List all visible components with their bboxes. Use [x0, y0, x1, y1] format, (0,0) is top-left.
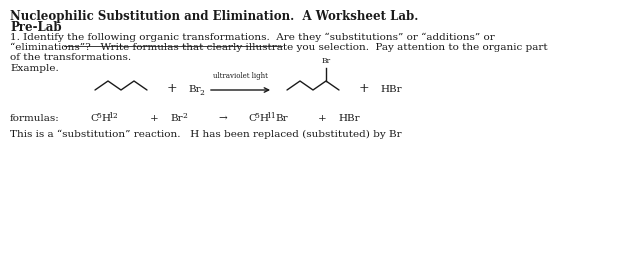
Text: H: H	[259, 114, 268, 123]
Text: +: +	[359, 83, 370, 96]
Text: H: H	[101, 114, 110, 123]
Text: 5: 5	[254, 112, 259, 120]
Text: 2: 2	[199, 89, 204, 97]
Text: This is a “substitution” reaction.   H has been replaced (substituted) by Br: This is a “substitution” reaction. H has…	[10, 130, 401, 139]
Text: +: +	[167, 83, 178, 96]
Text: Br: Br	[275, 114, 288, 123]
Text: →: →	[218, 114, 227, 123]
Text: ultraviolet light: ultraviolet light	[213, 72, 268, 80]
Text: HBr: HBr	[338, 114, 359, 123]
Text: 5: 5	[96, 112, 101, 120]
Text: C: C	[248, 114, 256, 123]
Text: “eliminations”?   Write formulas that clearly illustrate you selection.  Pay att: “eliminations”? Write formulas that clea…	[10, 43, 548, 52]
Text: 1. Identify the following organic transformations.  Are they “substitutions” or : 1. Identify the following organic transf…	[10, 33, 495, 42]
Text: C: C	[90, 114, 98, 123]
Text: 11: 11	[266, 112, 276, 120]
Text: Example.: Example.	[10, 64, 59, 73]
Text: 12: 12	[108, 112, 118, 120]
Text: HBr: HBr	[380, 85, 401, 94]
Text: 2: 2	[182, 112, 187, 120]
Text: of the transformations.: of the transformations.	[10, 53, 131, 62]
Text: Br: Br	[321, 57, 330, 65]
Text: Br: Br	[170, 114, 183, 123]
Text: +: +	[318, 114, 327, 123]
Text: Nucleophilic Substitution and Elimination.  A Worksheet Lab.: Nucleophilic Substitution and Eliminatio…	[10, 10, 418, 23]
Text: formulas:: formulas:	[10, 114, 60, 123]
Text: +: +	[150, 114, 158, 123]
Text: Br: Br	[188, 85, 200, 94]
Text: Pre-Lab: Pre-Lab	[10, 21, 61, 34]
